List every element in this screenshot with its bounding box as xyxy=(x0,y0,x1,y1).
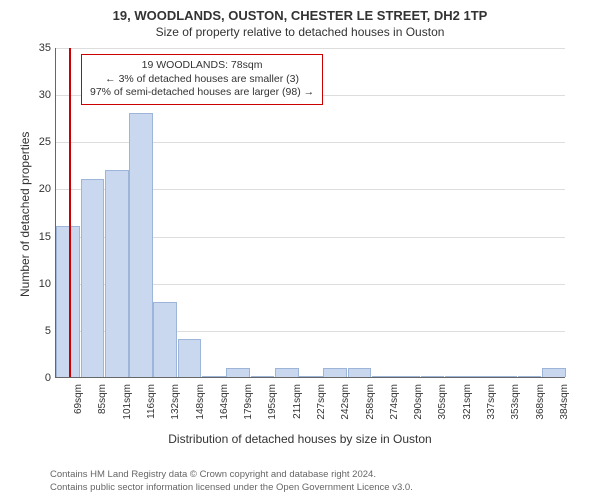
y-tick-label: 10 xyxy=(0,278,51,290)
histogram-bar xyxy=(445,376,469,377)
x-tick-label: 242sqm xyxy=(340,384,351,434)
x-tick-label: 321sqm xyxy=(462,384,473,434)
x-tick-label: 337sqm xyxy=(486,384,497,434)
histogram-bar xyxy=(396,376,420,377)
chart-container: { "title": "19, WOODLANDS, OUSTON, CHEST… xyxy=(0,0,600,500)
y-tick-label: 15 xyxy=(0,231,51,243)
reference-line xyxy=(69,48,71,377)
y-tick-label: 0 xyxy=(0,372,51,384)
histogram-bar xyxy=(178,339,202,377)
chart-subtitle: Size of property relative to detached ho… xyxy=(0,23,600,39)
y-tick-label: 25 xyxy=(0,136,51,148)
x-tick-label: 258sqm xyxy=(365,384,376,434)
histogram-bar xyxy=(275,368,299,377)
histogram-bar xyxy=(421,376,445,377)
x-tick-label: 116sqm xyxy=(146,384,157,434)
histogram-bar xyxy=(105,170,129,377)
histogram-bar xyxy=(226,368,250,377)
x-tick-label: 195sqm xyxy=(267,384,278,434)
footer-attribution: Contains HM Land Registry data © Crown c… xyxy=(50,469,413,494)
x-tick-label: 290sqm xyxy=(413,384,424,434)
x-tick-label: 305sqm xyxy=(437,384,448,434)
histogram-bar xyxy=(323,368,347,377)
chart-title: 19, WOODLANDS, OUSTON, CHESTER LE STREET… xyxy=(0,0,600,23)
x-tick-label: 69sqm xyxy=(73,384,84,434)
x-tick-label: 368sqm xyxy=(535,384,546,434)
x-tick-label: 85sqm xyxy=(97,384,108,434)
x-tick-label: 227sqm xyxy=(316,384,327,434)
histogram-bar xyxy=(348,368,372,377)
y-tick-label: 30 xyxy=(0,89,51,101)
plot-area: 19 WOODLANDS: 78sqm ← 3% of detached hou… xyxy=(55,48,565,378)
y-tick-label: 35 xyxy=(0,42,51,54)
info-line-2: ← 3% of detached houses are smaller (3) xyxy=(90,73,314,87)
histogram-bar xyxy=(469,376,493,377)
histogram-bar xyxy=(518,376,542,377)
histogram-bar xyxy=(493,376,517,377)
x-tick-label: 101sqm xyxy=(122,384,133,434)
info-line-1: 19 WOODLANDS: 78sqm xyxy=(90,59,314,73)
histogram-bar xyxy=(56,226,80,377)
grid-line xyxy=(56,48,565,49)
histogram-bar xyxy=(542,368,566,377)
x-tick-label: 148sqm xyxy=(195,384,206,434)
histogram-bar xyxy=(372,376,396,377)
footer-line-2: Contains public sector information licen… xyxy=(50,482,413,494)
histogram-bar xyxy=(153,302,177,377)
histogram-bar xyxy=(251,376,275,377)
x-tick-label: 164sqm xyxy=(219,384,230,434)
footer-line-1: Contains HM Land Registry data © Crown c… xyxy=(50,469,413,481)
x-tick-label: 179sqm xyxy=(243,384,254,434)
info-line-3: 97% of semi-detached houses are larger (… xyxy=(90,86,314,100)
histogram-bar xyxy=(202,376,226,377)
x-axis-label: Distribution of detached houses by size … xyxy=(0,432,600,446)
histogram-bar xyxy=(299,376,323,377)
x-tick-label: 353sqm xyxy=(510,384,521,434)
info-box: 19 WOODLANDS: 78sqm ← 3% of detached hou… xyxy=(81,54,323,105)
histogram-bar xyxy=(81,179,105,377)
y-tick-label: 5 xyxy=(0,325,51,337)
x-tick-label: 211sqm xyxy=(292,384,303,434)
histogram-bar xyxy=(129,113,153,377)
x-tick-label: 274sqm xyxy=(389,384,400,434)
x-tick-label: 132sqm xyxy=(170,384,181,434)
x-tick-label: 384sqm xyxy=(559,384,570,434)
y-axis-label: Number of detached properties xyxy=(18,127,32,297)
y-tick-label: 20 xyxy=(0,183,51,195)
